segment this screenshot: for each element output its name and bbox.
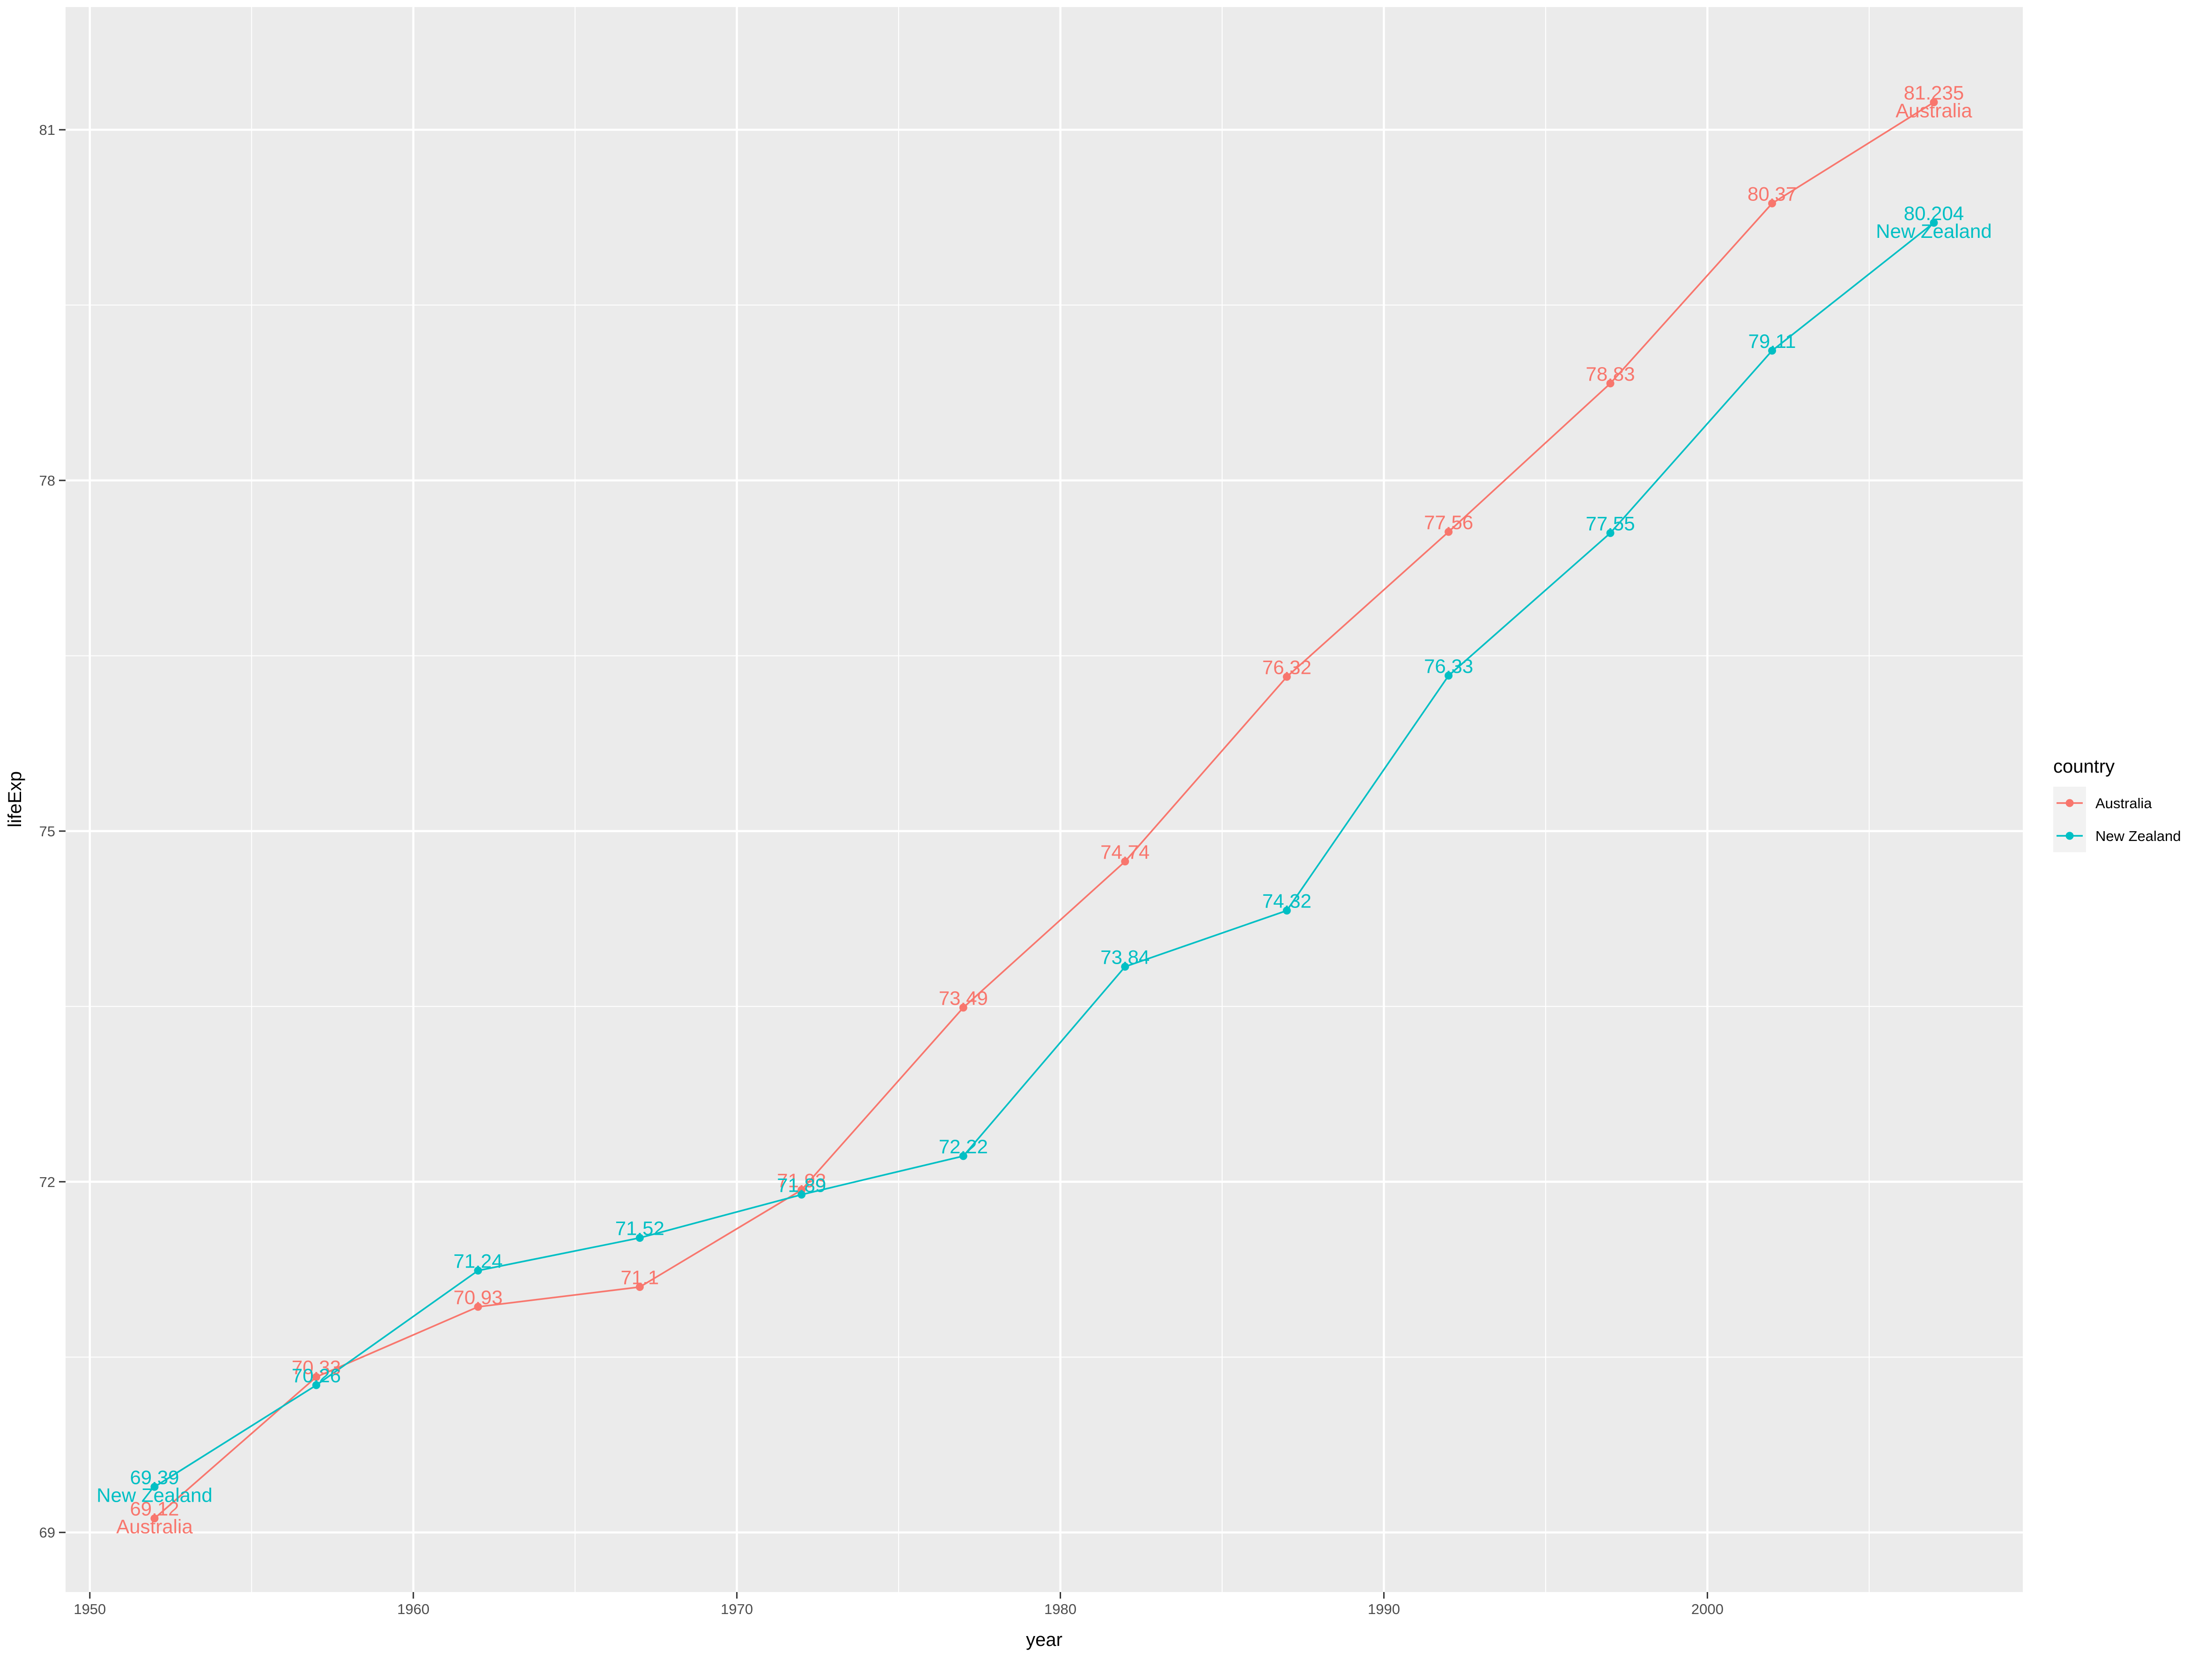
data-point-new-zealand [1768,347,1777,355]
data-label-new-zealand: 76.33 [1424,655,1473,677]
data-point-new-zealand [474,1267,482,1275]
data-point-australia [150,1514,159,1523]
data-point-new-zealand [1930,219,1938,227]
data-label-new-zealand: 74.32 [1262,890,1312,912]
data-point-new-zealand [797,1190,806,1199]
x-axis-ticks: 1950 1960 1970 1980 1990 2000 [74,1592,1724,1617]
x-tick-label: 1980 [1044,1601,1077,1617]
plot-panel [66,7,2023,1592]
series-line-new-zealand [154,222,1935,1488]
data-label-new-zealand: 69.39 [130,1466,179,1488]
x-tick-label: 1960 [397,1601,429,1617]
data-label-new-zealand: 71.89 [777,1174,826,1196]
x-tick-label: 1970 [721,1601,753,1617]
data-point-australia [1283,672,1291,681]
data-point-australia [959,1003,967,1012]
data-label-new-zealand: 73.84 [1100,946,1150,968]
data-label-australia: 76.32 [1262,656,1312,678]
y-tick-label: 78 [39,472,55,489]
legend-key-point-australia [2065,799,2074,807]
minor-gridlines [66,7,2023,1592]
data-point-australia [1121,857,1129,866]
y-tick-label: 72 [39,1174,55,1190]
data-label-new-zealand: 71.24 [453,1250,502,1272]
data-label-australia: 74.74 [1100,841,1150,863]
data-point-new-zealand [635,1234,644,1242]
y-axis-ticks: 69 72 75 78 81 [39,122,66,1541]
data-point-new-zealand [959,1152,967,1160]
data-point-new-zealand [312,1381,320,1389]
series-name-label-australia: Australia [1895,99,1972,121]
data-point-new-zealand [150,1482,159,1491]
y-tick-label: 75 [39,823,55,840]
data-label-new-zealand: 70.26 [292,1364,341,1386]
data-label-australia: 81.235 [1904,81,1964,103]
data-label-australia: 70.33 [292,1357,341,1379]
data-label-australia: 69.12 [130,1498,179,1520]
legend-label-australia: Australia [2095,795,2152,811]
data-point-australia [312,1373,320,1381]
legend-label-new-zealand: New Zealand [2095,828,2181,844]
series-name-label-new-zealand: New Zealand [96,1484,212,1506]
data-point-australia [1606,379,1615,388]
series-name-label-new-zealand: New Zealand [1876,220,1991,242]
data-label-australia: 70.93 [453,1286,502,1308]
data-point-australia [1930,98,1938,106]
data-point-new-zealand [1121,962,1129,971]
data-point-australia [1445,528,1453,536]
data-label-new-zealand: 79.11 [1748,330,1796,352]
major-gridlines [66,7,2023,1592]
data-point-australia [635,1283,644,1291]
x-axis-title: year [1026,1630,1062,1650]
data-label-australia: 78.83 [1586,363,1635,385]
y-tick-label: 81 [39,122,55,138]
data-point-australia [474,1303,482,1311]
y-axis-title: lifeExp [5,771,25,827]
data-label-australia: 71.1 [620,1266,659,1288]
legend-title: country [2053,756,2115,777]
data-label-new-zealand: 71.52 [615,1217,664,1239]
series-name-label-australia: Australia [116,1516,193,1538]
series-points [150,98,1938,1523]
x-tick-label: 1950 [74,1601,106,1617]
data-label-australia: 77.56 [1424,511,1473,533]
series-lines [154,101,1935,1519]
data-point-new-zealand [1445,671,1453,680]
data-point-australia [1768,199,1777,207]
data-label-australia: 80.37 [1747,183,1797,205]
series-end-labels: Australia Australia New Zealand New Zealand [96,99,1991,1537]
x-tick-label: 2000 [1691,1601,1724,1617]
legend-key-point-new-zealand [2065,832,2074,840]
y-tick-label: 69 [39,1525,55,1541]
x-tick-label: 1990 [1368,1601,1400,1617]
data-labels: 69.12 70.33 70.93 71.1 71.93 73.49 74.74 76.32 7… [130,81,1964,1519]
data-label-new-zealand: 72.22 [939,1135,988,1158]
data-point-new-zealand [1283,907,1291,915]
data-point-new-zealand [1606,529,1615,537]
data-label-new-zealand: 80.204 [1904,202,1964,224]
data-label-australia: 73.49 [939,987,988,1009]
series-line-australia [154,101,1934,1519]
legend: country Australia New Zealand [2053,756,2181,852]
data-label-new-zealand: 77.55 [1586,512,1635,534]
data-label-australia: 71.93 [777,1169,826,1191]
